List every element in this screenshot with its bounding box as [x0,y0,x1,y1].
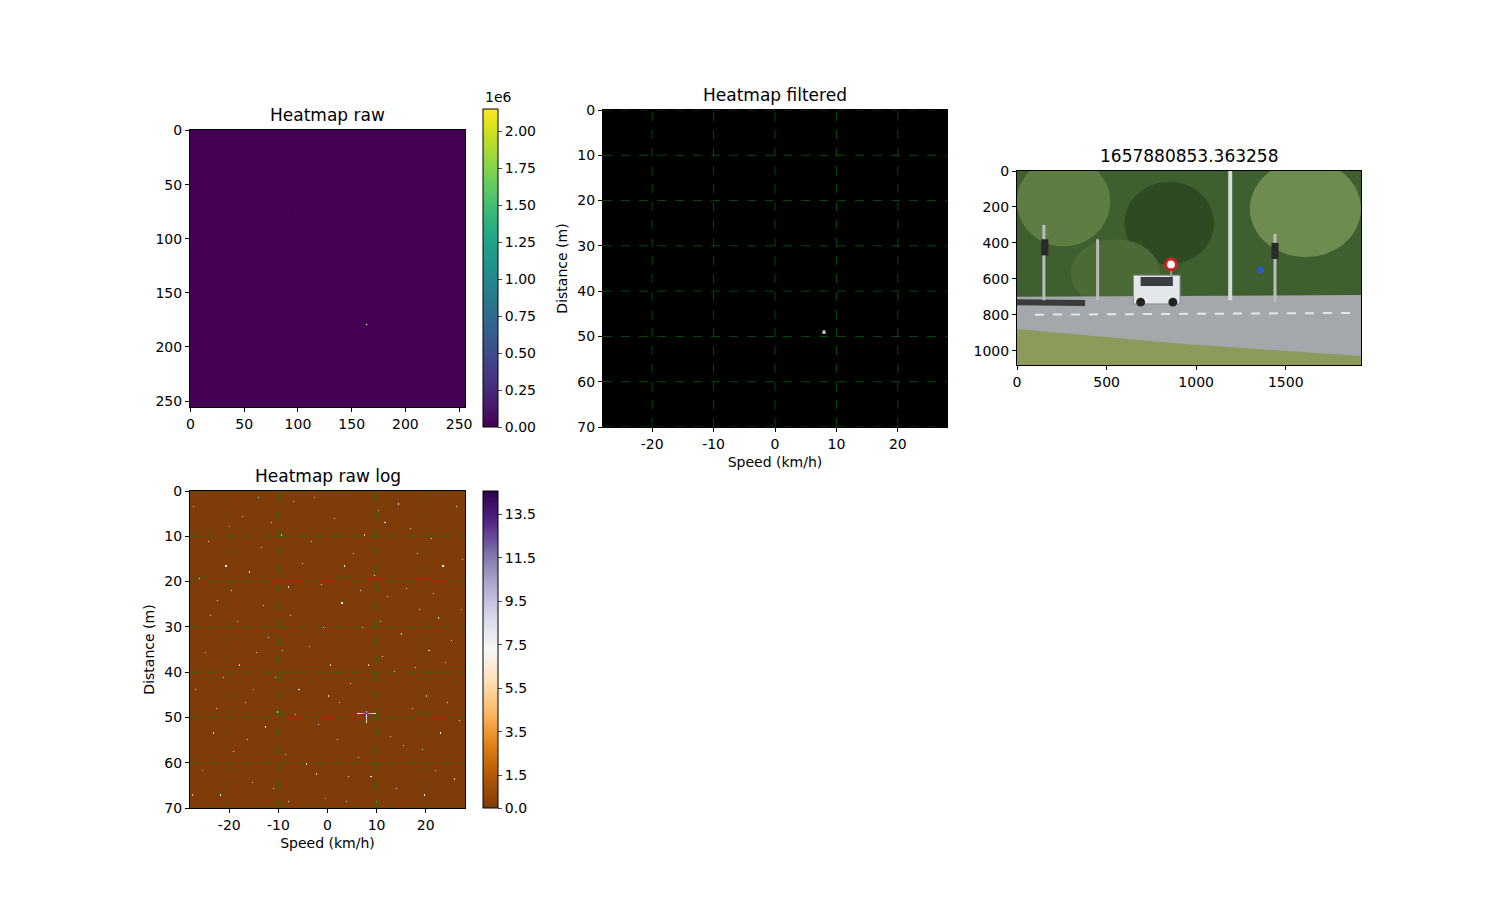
svg-text:0: 0 [323,817,332,833]
svg-text:250: 250 [446,416,473,432]
svg-text:0.00: 0.00 [505,419,536,435]
svg-text:Speed (km/h): Speed (km/h) [728,454,823,470]
svg-text:-10: -10 [702,436,725,452]
svg-text:0: 0 [586,102,595,118]
svg-text:Heatmap filtered: Heatmap filtered [703,85,847,105]
svg-text:0: 0 [1000,163,1009,179]
svg-text:0.75: 0.75 [505,308,536,324]
svg-text:150: 150 [155,285,182,301]
svg-text:10: 10 [577,147,595,163]
svg-text:40: 40 [577,283,595,299]
svg-text:20: 20 [889,436,907,452]
svg-text:20: 20 [417,817,435,833]
svg-text:400: 400 [982,235,1009,251]
svg-text:1.25: 1.25 [505,234,536,250]
svg-text:0: 0 [173,483,182,499]
svg-text:100: 100 [155,231,182,247]
svg-text:9.5: 9.5 [505,593,527,609]
svg-text:0: 0 [173,122,182,138]
svg-text:1657880853.363258: 1657880853.363258 [1100,146,1278,166]
svg-text:5.5: 5.5 [505,680,527,696]
svg-text:7.5: 7.5 [505,637,527,653]
svg-text:250: 250 [155,393,182,409]
svg-text:10: 10 [164,528,182,544]
svg-text:0.0: 0.0 [505,800,527,816]
svg-text:1.75: 1.75 [505,160,536,176]
svg-text:50: 50 [164,177,182,193]
svg-text:600: 600 [982,271,1009,287]
svg-text:10: 10 [828,436,846,452]
svg-text:Distance (m): Distance (m) [141,604,157,694]
svg-text:0: 0 [1013,374,1022,390]
svg-text:Distance (m): Distance (m) [554,223,570,313]
svg-text:-20: -20 [641,436,664,452]
svg-text:50: 50 [577,328,595,344]
svg-text:60: 60 [164,755,182,771]
svg-text:20: 20 [577,192,595,208]
svg-text:-10: -10 [267,817,290,833]
svg-text:1500: 1500 [1268,374,1304,390]
svg-text:3.5: 3.5 [505,724,527,740]
svg-text:1000: 1000 [974,343,1010,359]
svg-text:Heatmap raw log: Heatmap raw log [255,466,401,486]
svg-text:11.5: 11.5 [505,550,536,566]
svg-text:0.25: 0.25 [505,382,536,398]
svg-text:200: 200 [392,416,419,432]
svg-text:70: 70 [577,419,595,435]
svg-text:200: 200 [982,199,1009,215]
svg-text:0: 0 [186,416,195,432]
svg-text:1.00: 1.00 [505,271,536,287]
svg-text:50: 50 [235,416,253,432]
svg-text:-20: -20 [218,817,241,833]
svg-text:200: 200 [155,339,182,355]
svg-text:0.50: 0.50 [505,345,536,361]
svg-text:800: 800 [982,307,1009,323]
svg-text:60: 60 [577,374,595,390]
svg-text:500: 500 [1093,374,1120,390]
svg-text:Heatmap raw: Heatmap raw [270,105,385,125]
svg-text:2.00: 2.00 [505,123,536,139]
svg-text:Speed (km/h): Speed (km/h) [280,835,375,851]
svg-text:70: 70 [164,800,182,816]
svg-text:13.5: 13.5 [505,506,536,522]
svg-text:100: 100 [285,416,312,432]
svg-text:0: 0 [771,436,780,452]
svg-text:10: 10 [368,817,386,833]
svg-text:20: 20 [164,573,182,589]
svg-text:30: 30 [164,619,182,635]
svg-text:150: 150 [338,416,365,432]
svg-text:1e6: 1e6 [485,89,512,105]
svg-text:1.5: 1.5 [505,767,527,783]
svg-text:1.50: 1.50 [505,197,536,213]
svg-text:1000: 1000 [1178,374,1214,390]
svg-text:30: 30 [577,238,595,254]
svg-text:40: 40 [164,664,182,680]
svg-text:50: 50 [164,709,182,725]
